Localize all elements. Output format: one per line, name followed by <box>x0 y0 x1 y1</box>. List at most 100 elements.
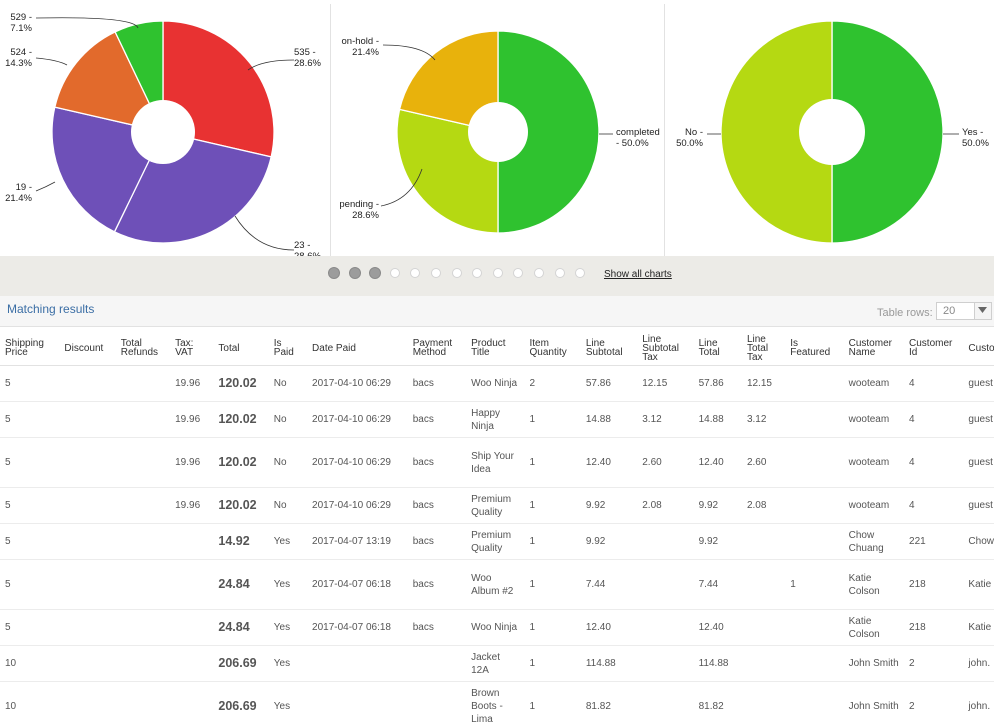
table-cell: 19.96 <box>170 437 214 488</box>
column-header[interactable]: Line Total Tax <box>741 327 786 366</box>
column-header[interactable]: Is Paid <box>268 327 308 366</box>
table-cell: John Smith <box>843 681 905 728</box>
table-cell: 2017-04-10 06:29 <box>307 365 408 402</box>
table-cell: guest <box>963 365 994 402</box>
pager-dot[interactable] <box>389 268 400 278</box>
column-header[interactable]: Item Quantity <box>524 327 581 366</box>
pager-dot[interactable] <box>513 268 524 278</box>
table-cell: Premium Quality <box>466 523 525 560</box>
column-header[interactable]: Shipping Price <box>0 327 60 366</box>
chart-2-svg: completed - 50.0% pending - 28.6% on-hol… <box>339 30 660 234</box>
table-cell: 3.12 <box>741 401 786 438</box>
pager-dot[interactable] <box>534 268 544 278</box>
chevron-down-icon[interactable] <box>974 303 991 319</box>
show-all-charts-link[interactable]: Show all charts <box>604 269 672 280</box>
column-header[interactable]: Date Paid <box>307 327 408 366</box>
table-cell <box>59 437 116 488</box>
table-rows-select[interactable]: 20 <box>936 302 992 320</box>
pager-dot[interactable] <box>554 268 565 278</box>
slice-completed[interactable] <box>497 30 600 234</box>
table-cell: bacs <box>407 437 467 488</box>
table-cell <box>785 609 844 646</box>
table-row[interactable]: 5 24.84 Yes 2017-04-07 06:18 bacs Woo Ninja 1 1… <box>0 609 994 646</box>
table-cell: John Smith <box>843 645 905 682</box>
table-cell: 24.84 <box>213 559 269 610</box>
column-header[interactable]: Line Subtotal Tax <box>637 327 694 366</box>
table-cell: 1 <box>524 681 581 728</box>
table-row[interactable]: 10 206.69 Yes Brown Boots - Lima 1 81.82 81.82… <box>0 681 994 728</box>
column-header[interactable]: Line Subtotal <box>580 327 638 366</box>
column-header[interactable]: Product Title <box>466 327 525 366</box>
slice-524[interactable] <box>54 30 165 133</box>
table-cell: 81.82 <box>693 681 742 728</box>
label-19-pct: 21.4% <box>5 193 32 204</box>
table-cell <box>637 523 694 560</box>
table-cell: bacs <box>407 401 467 438</box>
table-cell <box>637 645 694 682</box>
table-row[interactable]: 5 19.96 120.02 No 2017-04-10 06:29 bacs Premiu… <box>0 487 994 524</box>
table-cell: Ship Your Idea <box>466 437 525 488</box>
table-cell <box>741 681 786 728</box>
results-title: Matching results <box>7 302 95 316</box>
table-cell <box>115 437 171 488</box>
table-row[interactable]: 5 19.96 120.02 No 2017-04-10 06:29 bacs Happy … <box>0 401 994 438</box>
column-header[interactable]: Payment Method <box>407 327 467 366</box>
pager-dot[interactable] <box>472 268 483 278</box>
table-row[interactable]: 5 14.92 Yes 2017-04-07 13:19 bacs Premium Qua… <box>0 523 994 560</box>
table-cell: 5 <box>0 559 60 610</box>
label-529-name: 529 - <box>10 12 32 23</box>
pager-dot[interactable] <box>451 268 462 278</box>
table-cell <box>407 681 467 728</box>
pager-dot[interactable] <box>575 268 586 278</box>
pager-dot[interactable] <box>348 267 361 279</box>
table-cell: 1 <box>524 609 581 646</box>
table-cell: 2.08 <box>741 487 786 524</box>
pager-dot[interactable] <box>431 268 441 278</box>
column-header[interactable]: Custo <box>963 327 994 366</box>
column-header[interactable]: Discount <box>59 327 116 366</box>
slice-on-hold[interactable] <box>398 30 499 133</box>
table-row[interactable]: 5 19.96 120.02 No 2017-04-10 06:29 bacs Ship Y… <box>0 437 994 488</box>
table-cell: wooteam <box>843 365 905 402</box>
column-header[interactable]: Total Refunds <box>115 327 171 366</box>
table-cell <box>59 523 116 560</box>
label-pending-name: pending - <box>339 199 379 210</box>
pager-dot[interactable] <box>369 267 382 279</box>
pager-dot[interactable] <box>492 268 503 278</box>
table-cell: 2.08 <box>637 487 694 524</box>
slice-no[interactable] <box>720 20 833 244</box>
table-cell: Katie Colson <box>843 609 905 646</box>
column-header[interactable]: Line Total <box>693 327 742 366</box>
slice-yes[interactable] <box>831 20 944 244</box>
table-row[interactable]: 5 19.96 120.02 No 2017-04-10 06:29 bacs Woo Ni… <box>0 365 994 402</box>
table-cell: Yes <box>268 681 308 728</box>
table-cell: 4 <box>904 401 964 438</box>
leader-pending <box>380 168 423 207</box>
column-header[interactable]: Is Featured <box>785 327 844 366</box>
pager-dot[interactable] <box>410 268 421 278</box>
table-cell: 12.40 <box>580 437 638 488</box>
pager-dot[interactable] <box>328 267 340 279</box>
leader-529 <box>35 17 139 29</box>
table-row[interactable]: 5 24.84 Yes 2017-04-07 06:18 bacs Woo Album #… <box>0 559 994 610</box>
table-cell <box>637 609 694 646</box>
table-row[interactable]: 10 206.69 Yes Jacket 12A 1 114.88 114.88 John S… <box>0 645 994 682</box>
table-cell: 7.44 <box>580 559 638 610</box>
table-cell: 114.88 <box>693 645 742 682</box>
chart-3-hole <box>799 99 865 165</box>
chart-panel-2: completed - 50.0% pending - 28.6% on-hol… <box>331 4 664 256</box>
column-header[interactable]: Total <box>213 327 269 366</box>
table-cell: 5 <box>0 401 60 438</box>
table-cell <box>741 559 786 610</box>
table-cell: guest <box>963 401 994 438</box>
table-cell <box>115 645 171 682</box>
chart-1-leaders <box>35 17 295 251</box>
table-cell: No <box>268 401 308 438</box>
column-header[interactable]: Tax: VAT <box>170 327 214 366</box>
column-header[interactable]: Customer Name <box>843 327 905 366</box>
column-header[interactable]: Customer Id <box>904 327 964 366</box>
label-524-name: 524 - <box>10 47 32 58</box>
table-cell <box>115 681 171 728</box>
table-cell: 2017-04-07 13:19 <box>307 523 408 560</box>
table-cell: 57.86 <box>580 365 638 402</box>
